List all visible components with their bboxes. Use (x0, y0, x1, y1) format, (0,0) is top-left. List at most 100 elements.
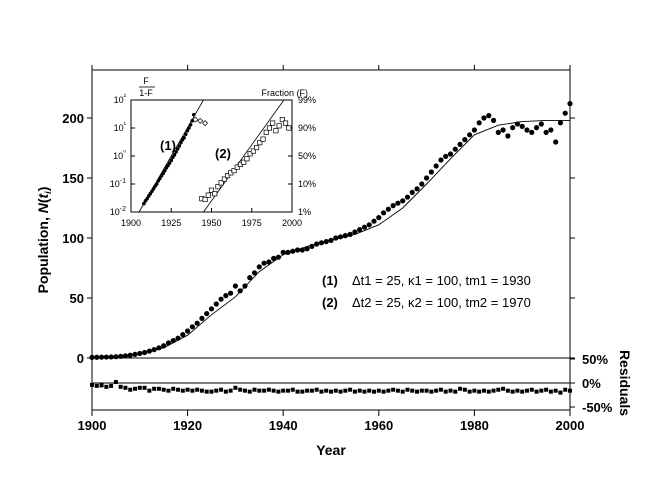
data-point (385, 206, 391, 212)
legend-label: (1) (322, 273, 338, 288)
inset-x-tick-label: 2000 (282, 218, 302, 228)
residual-point (190, 388, 195, 393)
inset-point-2 (244, 156, 250, 162)
data-point (337, 234, 344, 240)
inset-point-1-open (202, 120, 209, 127)
inset-point-1 (177, 144, 182, 148)
inset-point-1 (151, 186, 156, 191)
inset-x-tick-label: 1975 (242, 218, 262, 228)
residual-point (242, 388, 247, 393)
inset-point-2 (202, 196, 208, 203)
data-point (524, 127, 530, 133)
data-point (280, 249, 286, 255)
data-point (256, 264, 262, 270)
residual-point (199, 388, 204, 393)
data-point (404, 194, 411, 200)
inset-point-2 (254, 145, 260, 151)
residual-point (171, 386, 176, 391)
data-point (409, 189, 415, 195)
inset-x-tick-label: 1925 (161, 218, 181, 228)
residual-point (486, 389, 491, 394)
legend-text: Δt1 = 25, κ1 = 100, tm1 = 1930 (352, 273, 531, 288)
data-point (228, 290, 234, 296)
residual-point (247, 389, 252, 394)
data-point (538, 121, 544, 127)
data-point (424, 175, 430, 181)
residual-point (381, 389, 386, 394)
data-point (208, 306, 215, 312)
inset-point-1 (163, 168, 167, 173)
data-point (94, 354, 100, 360)
inset-point-1 (154, 182, 159, 186)
data-point (510, 125, 516, 131)
residual-point (262, 388, 267, 393)
residual-point (400, 389, 405, 394)
y-tick-label: 0 (77, 351, 84, 366)
residual-point (133, 386, 138, 391)
data-point (495, 129, 501, 135)
residual-point (113, 380, 118, 385)
data-point (251, 270, 258, 276)
data-point (261, 260, 267, 266)
data-point (175, 335, 181, 341)
data-point (122, 353, 129, 359)
inset-y-tick-label: 10-1 (110, 178, 126, 189)
inset-y-tick-label: 10-2 (110, 206, 126, 217)
inset-point-1 (179, 140, 183, 145)
residual-point (534, 389, 539, 394)
data-point (567, 101, 573, 107)
data-point (266, 259, 272, 265)
data-point (199, 315, 205, 321)
residual-point (309, 388, 314, 393)
residual-point (505, 388, 510, 393)
residual-point (290, 387, 295, 392)
x-tick-label: 2000 (556, 418, 585, 433)
residual-point (367, 388, 372, 393)
inset-point-1-open (192, 116, 199, 123)
residual-point (548, 389, 553, 394)
residual-point (285, 388, 290, 393)
data-point (462, 137, 468, 143)
residual-point (281, 388, 286, 393)
inset-point-2 (212, 191, 218, 197)
data-point (204, 311, 210, 317)
residual-point (415, 389, 420, 394)
data-point (481, 115, 487, 121)
inset-point-1 (175, 147, 180, 151)
data-point (146, 348, 152, 354)
data-point (213, 301, 219, 307)
data-point (390, 203, 396, 209)
inset-ylabel-numerator: F (143, 76, 149, 86)
y-tick-label: 200 (62, 111, 84, 126)
residual-point (343, 388, 348, 393)
data-point (438, 157, 444, 163)
residual-point (314, 387, 319, 392)
data-point (232, 283, 238, 289)
inset-point-1 (150, 189, 154, 194)
residual-point (372, 389, 377, 394)
residual-point (166, 388, 171, 393)
data-point (304, 246, 310, 252)
inset-point-1 (182, 135, 186, 140)
residual-point (472, 388, 477, 393)
inset-point-2 (266, 125, 273, 131)
data-point (533, 125, 540, 131)
residual-plot: 50% 0% -50% Residuals (90, 350, 633, 416)
y-tick-label: 50 (70, 291, 84, 306)
residual-point (395, 388, 400, 393)
residual-point (142, 385, 147, 390)
x-tick-label: 1900 (78, 418, 107, 433)
residual-point (553, 388, 558, 393)
data-point (433, 163, 439, 169)
y-axis-title: Population, N(ti) (35, 187, 53, 294)
inset-point-2 (231, 168, 237, 174)
inset-point-2 (250, 148, 256, 154)
data-point (543, 129, 549, 135)
residual-point (238, 387, 243, 392)
data-point (247, 275, 253, 281)
residual-point (563, 387, 568, 392)
data-point (376, 215, 382, 221)
residual-point (338, 389, 343, 394)
data-point (194, 320, 200, 326)
residual-point (496, 387, 501, 392)
